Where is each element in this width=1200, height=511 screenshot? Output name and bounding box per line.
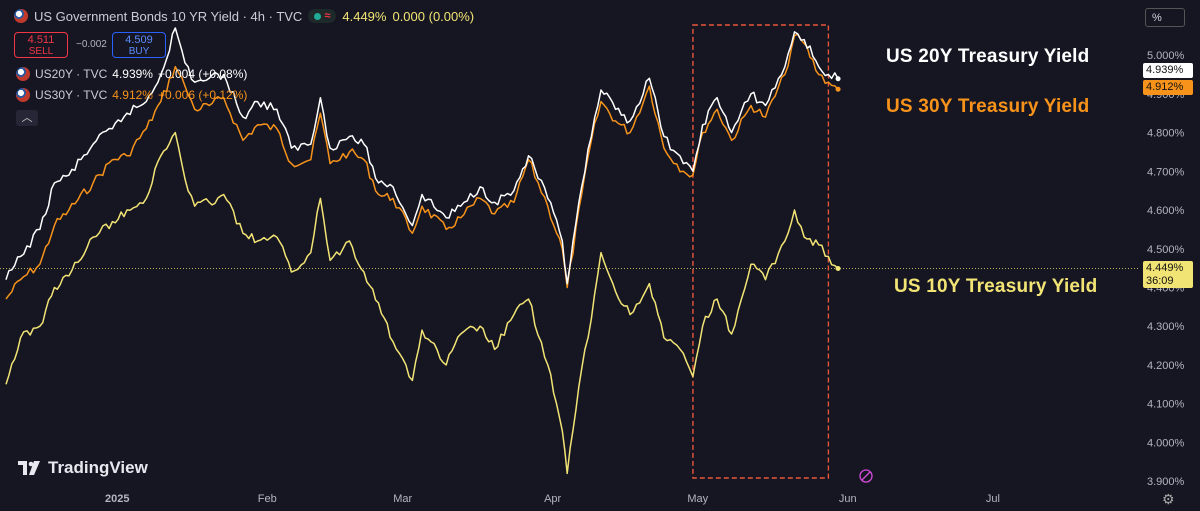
annotation-us20y: US 20Y Treasury Yield bbox=[886, 46, 1090, 67]
us-flag-icon bbox=[14, 9, 28, 23]
legend-row-us20y[interactable]: US20Y · TVC 4.939% +0.004 (+0.08%) bbox=[16, 66, 247, 82]
symbol-title[interactable]: US Government Bonds 10 YR Yield · 4h · T… bbox=[34, 8, 303, 24]
collapse-legend-button[interactable]: ︿ bbox=[16, 110, 38, 126]
market-open-dot-icon bbox=[314, 12, 322, 20]
y-tick-label: 4.100% bbox=[1147, 399, 1185, 411]
x-tick-label: May bbox=[687, 493, 708, 505]
buy-label: BUY bbox=[128, 46, 150, 57]
y-tick-label: 4.000% bbox=[1147, 437, 1185, 449]
x-tick-label: Mar bbox=[393, 493, 412, 505]
spread-value: −0.002 bbox=[76, 39, 107, 50]
x-tick-label: Jul bbox=[986, 493, 1000, 505]
y-tick-label: 4.800% bbox=[1147, 128, 1185, 140]
market-status[interactable]: ≈ bbox=[308, 9, 337, 23]
x-tick-label: Feb bbox=[258, 493, 277, 505]
legend-change: +0.006 (+0.12%) bbox=[157, 88, 248, 102]
chart-header: US Government Bonds 10 YR Yield · 4h · T… bbox=[14, 0, 474, 32]
buy-button[interactable]: 4.509 BUY bbox=[112, 32, 166, 58]
last-price: 4.449% bbox=[342, 8, 387, 24]
legend-value: 4.912% bbox=[112, 88, 153, 102]
last-value-tag-us30y: 4.912% bbox=[1143, 80, 1193, 95]
price-change: 0.000 (0.00%) bbox=[392, 8, 475, 24]
highlight-box bbox=[692, 24, 830, 479]
replay-icon[interactable] bbox=[859, 469, 873, 483]
series-line-us10y[interactable] bbox=[5, 131, 839, 475]
tag-countdown: 36:09 bbox=[1146, 275, 1174, 287]
wave-icon: ≈ bbox=[324, 10, 331, 22]
us-flag-icon bbox=[16, 88, 30, 102]
y-tick-label: 4.200% bbox=[1147, 360, 1185, 372]
annotation-us10y: US 10Y Treasury Yield bbox=[894, 276, 1098, 297]
series-line-us20y[interactable] bbox=[5, 27, 839, 285]
x-tick-label: Jun bbox=[839, 493, 857, 505]
legend-symbol: US20Y · TVC bbox=[35, 67, 108, 81]
time-axis[interactable]: 2025 Feb Mar Apr May Jun Jul bbox=[105, 493, 1000, 505]
tradingview-logo[interactable]: TradingView bbox=[18, 458, 148, 478]
buy-price: 4.509 bbox=[125, 34, 153, 46]
x-tick-label: Apr bbox=[544, 493, 561, 505]
y-tick-label: 4.700% bbox=[1147, 166, 1185, 178]
last-point-us10y bbox=[835, 266, 841, 272]
series-layer bbox=[5, 27, 841, 475]
annotation-us30y: US 30Y Treasury Yield bbox=[886, 96, 1090, 117]
y-tick-label: 5.000% bbox=[1147, 50, 1185, 62]
legend-row-us30y[interactable]: US30Y · TVC 4.912% +0.006 (+0.12%) bbox=[16, 87, 247, 103]
sell-label: SELL bbox=[28, 46, 54, 57]
legend-symbol: US30Y · TVC bbox=[35, 88, 108, 102]
last-point-us30y bbox=[835, 86, 841, 92]
scale-mode-button[interactable]: % bbox=[1145, 8, 1185, 27]
sell-button[interactable]: 4.511 SELL bbox=[14, 32, 68, 58]
tag-price: 4.449% bbox=[1146, 262, 1184, 274]
y-tick-label: 4.600% bbox=[1147, 205, 1185, 217]
tradingview-logo-icon bbox=[18, 461, 40, 475]
last-value-tag-us10y: 4.449% 36:09 bbox=[1143, 261, 1193, 288]
settings-gear-icon[interactable]: ⚙ bbox=[1162, 491, 1175, 507]
logo-text: TradingView bbox=[48, 458, 148, 477]
price-axis[interactable]: 5.000%4.900%4.800%4.700%4.600%4.500%4.40… bbox=[1147, 50, 1185, 488]
legend-value: 4.939% bbox=[112, 67, 153, 81]
last-value-tag-us20y: 4.939% bbox=[1143, 63, 1193, 78]
last-point-us20y bbox=[835, 76, 841, 82]
legend-change: +0.004 (+0.08%) bbox=[157, 67, 248, 81]
us-flag-icon bbox=[16, 67, 30, 81]
y-tick-label: 3.900% bbox=[1147, 476, 1185, 488]
y-tick-label: 4.500% bbox=[1147, 244, 1185, 256]
y-tick-label: 4.300% bbox=[1147, 321, 1185, 333]
sell-price: 4.511 bbox=[27, 34, 55, 46]
x-tick-label: 2025 bbox=[105, 493, 129, 505]
